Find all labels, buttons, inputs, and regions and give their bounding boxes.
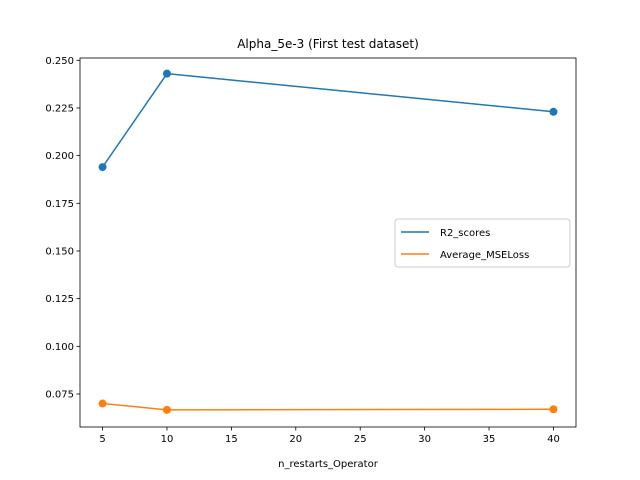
- y-tick-label: 0.225: [45, 103, 74, 114]
- data-point-R2_scores-0: [98, 163, 107, 172]
- y-tick-label: 0.150: [45, 246, 74, 257]
- x-tick-label: 40: [547, 434, 560, 445]
- data-point-R2_scores-1: [162, 69, 171, 78]
- chart-title: Alpha_5e-3 (First test dataset): [237, 37, 419, 51]
- legend-label-R2_scores: R2_scores: [440, 228, 490, 239]
- data-point-R2_scores-2: [549, 107, 558, 116]
- x-axis-title: n_restarts_Operator: [278, 459, 379, 470]
- x-tick-label: 25: [354, 434, 367, 445]
- x-tick-label: 35: [483, 434, 496, 445]
- data-point-Average_MSELoss-1: [162, 405, 171, 414]
- axes-layer: 5 10 15 20 25 30 35 40 0.075 0.100 0.125 0.150 0.175…: [45, 56, 577, 445]
- legend: R2_scores Average_MSELoss: [394, 218, 571, 268]
- y-tick-label: 0.100: [45, 342, 74, 353]
- x-tick-label: 30: [418, 434, 431, 445]
- y-tick-label: 0.075: [45, 390, 74, 401]
- legend-label-Average_MSELoss: Average_MSELoss: [440, 250, 529, 261]
- x-tick-label: 20: [289, 434, 302, 445]
- x-tick-label: 10: [161, 434, 174, 445]
- data-point-Average_MSELoss-2: [549, 405, 558, 414]
- y-tick-label: 0.250: [45, 56, 74, 67]
- series-layer: [98, 69, 558, 414]
- y-tick-label: 0.125: [45, 294, 74, 305]
- axes-frame: [79, 57, 577, 428]
- data-point-Average_MSELoss-0: [98, 399, 107, 408]
- y-tick-label: 0.175: [45, 199, 74, 210]
- x-tick-label: 15: [225, 434, 238, 445]
- x-tick-label: 5: [99, 434, 105, 445]
- legend-box: [394, 218, 571, 268]
- y-tick-label: 0.200: [45, 151, 74, 162]
